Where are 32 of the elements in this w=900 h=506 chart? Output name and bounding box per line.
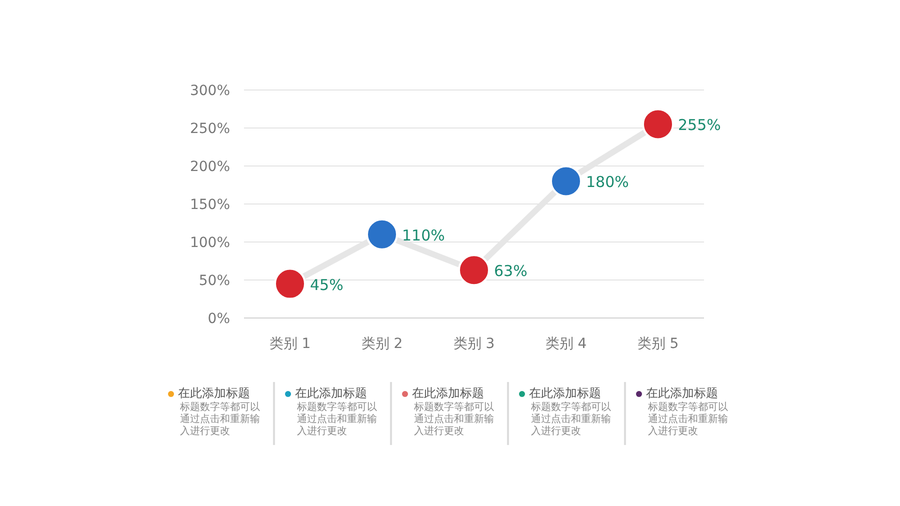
data-label: 180% — [586, 173, 629, 192]
y-tick-label: 0% — [208, 311, 230, 327]
y-tick-label: 150% — [190, 197, 230, 213]
text: 标题数字等都可以通过点击和重新输入进行更改 — [414, 402, 495, 438]
y-tick-label: 200% — [190, 159, 230, 175]
text: 在此添加标题 — [645, 385, 719, 402]
y-tick-label: 300% — [190, 83, 230, 99]
data-label: 45% — [310, 276, 344, 294]
point — [642, 108, 674, 140]
point — [274, 268, 306, 300]
x-tick-label: 类别 5 — [637, 336, 679, 352]
text: 标题数字等都可以通过点击和重新输入进行更改 — [180, 402, 261, 438]
y-tick-label: 250% — [190, 121, 230, 137]
data-label: 110% — [402, 226, 445, 244]
text: 在此添加标题 — [177, 385, 251, 402]
text: 在此添加标题 — [294, 385, 368, 402]
text: 在此添加标题 — [411, 385, 485, 402]
x-tick-label: 类别 2 — [361, 336, 403, 352]
text: 在此添加标题 — [528, 385, 602, 402]
text: 标题数字等都可以通过点击和重新输入进行更改 — [531, 402, 612, 438]
data-label: 255% — [678, 116, 721, 134]
point — [550, 165, 582, 198]
x-tick-label: 类别 4 — [545, 336, 587, 352]
data-label: 63% — [494, 262, 528, 280]
x-tick-label: 类别 1 — [269, 336, 311, 352]
text: 标题数字等都可以通过点击和重新输入进行更改 — [297, 402, 378, 438]
y-tick-label: 50% — [198, 273, 230, 289]
point — [366, 218, 398, 250]
x-tick-label: 类别 3 — [453, 336, 495, 352]
text: 标题数字等都可以通过点击和重新输入进行更改 — [648, 402, 729, 438]
point — [458, 254, 490, 286]
y-tick-label: 100% — [190, 235, 230, 251]
